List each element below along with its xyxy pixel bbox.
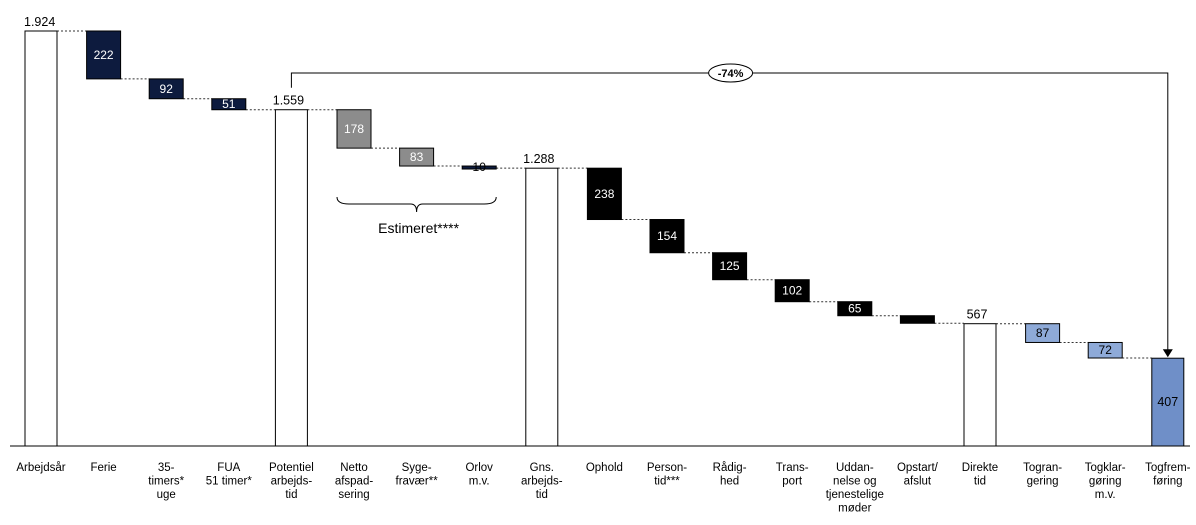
connector-lines [10,30,1190,447]
bar-persontid [649,219,685,254]
value-label-fua-51-timer: 51 [222,97,236,111]
x-tick-label-radighed: Rådig-hed [713,462,747,488]
bar-radighed [712,252,748,281]
estimeret-brace [336,196,497,213]
value-label-ferie: 222 [94,48,114,62]
category-labels: Arbejdsår Ferie 35-timers* uge FUA 51 timer* P… [16,462,1190,515]
value-label-persontid: 154 [657,229,677,243]
value-label-gns-arbejdstid: 1.288 [523,152,554,166]
value-label-sygefrav-r: 83 [410,150,424,164]
x-tick-label-uddannelse-og-tjenestelige-m-der: Uddan-nelse og tjenestelige møder [826,462,884,515]
percent-badge [708,63,754,83]
x-tick-label-35-timers-uge: 35-timers* uge [148,462,184,501]
x-tick-label-gns-arbejdstid: Gns. arbejds-tid [521,462,563,501]
bar-direkte-tid [963,323,997,447]
value-label-35-timers-uge: 92 [160,82,174,96]
value-label-netto-afspadsering: 178 [344,122,364,136]
bar-opstart-afslut [899,315,935,324]
bar-potentiel-arbejdstid [274,109,308,447]
x-tick-label-orlov-m-v: Orlov m.v. [465,462,493,488]
x-tick-label-opstart-afslut: Opstart/afslut [897,462,939,488]
bar-ferie [86,30,122,80]
value-label-togfremf-ring: 407 [1157,395,1178,409]
percent-change-label: -74% [718,68,744,80]
x-tick-label-togklarg-ring-m-v: Togklar-gøring m.v. [1085,462,1126,501]
bar-orlov-m-v [461,165,497,170]
x-tick-label-persontid: Person-tid*** [647,462,687,488]
x-tick-label-ferie: Ferie [90,462,116,474]
bar-35-timers-uge [148,78,184,100]
value-label-ophold: 238 [594,187,614,201]
value-label-uddannelse-og-tjenestelige-m-der: 65 [848,302,862,316]
change-arrow-line [290,72,1169,353]
value-label-tograngering: 87 [1036,326,1050,340]
x-tick-label-fua-51-timer: FUA 51 timer* [206,462,253,488]
arrow-head [1162,349,1173,358]
value-label-togklarg-ring-m-v: 72 [1099,343,1113,357]
bar-fua-51-timer [211,98,247,111]
x-tick-label-sygefrav-r: Syge-fravær** [396,462,439,488]
bars: 1.924 222 92 51 1.559 178 83 10 1.288 238 154 125 10… [24,15,1185,447]
value-label-radighed: 125 [720,259,740,273]
x-tick-label-netto-afspadsering: Netto afspad-sering [335,462,374,501]
value-label-arbejdsar: 1.924 [24,15,55,29]
bar-transport [774,279,810,303]
x-tick-label-direkte-tid: Direkte tid [962,462,998,488]
x-tick-label-tograngering: Togran-gering [1023,462,1062,488]
estimeret-label: Estimeret**** [378,220,459,236]
bar-sygefrav-r [399,147,435,167]
value-label-orlov-m-v: 10 [473,160,487,174]
bar-gns-arbejdstid [525,167,559,447]
value-label-transport: 102 [782,284,802,298]
bar-togklarg-ring-m-v [1087,341,1123,359]
bar-arbejdsar [24,30,58,447]
bar-tograngering [1025,323,1061,343]
bar-uddannelse-og-tjenestelige-m-der [837,301,873,317]
x-tick-label-arbejdsar: Arbejdsår [16,462,65,474]
value-label-direkte-tid: 567 [967,308,988,322]
value-label-potentiel-arbejdstid: 1.559 [273,94,304,108]
bar-ophold [586,167,622,221]
x-tick-label-transport: Trans-port [776,462,809,488]
x-tick-label-potentiel-arbejdstid: Potentiel arbejds-tid [269,462,314,501]
x-tick-label-togfremf-ring: Togfrem-føring [1145,462,1191,488]
bar-togfremf-ring [1151,357,1185,447]
x-tick-label-ophold: Ophold [586,462,623,474]
annotations: Estimeret**** -74% [290,63,1173,358]
bar-netto-afspadsering [336,109,372,149]
